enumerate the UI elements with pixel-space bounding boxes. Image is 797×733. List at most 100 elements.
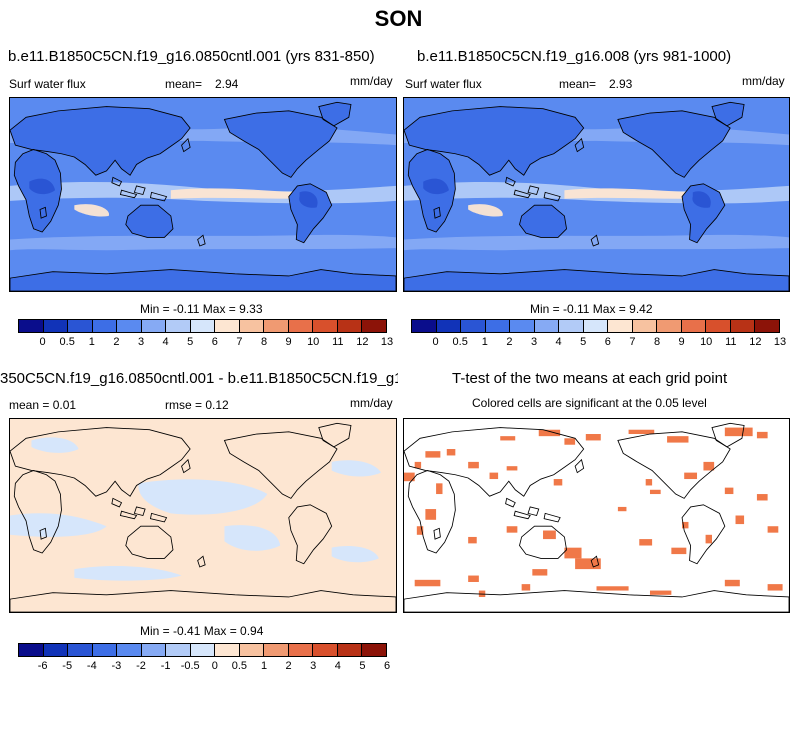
land-wet xyxy=(299,191,318,208)
panel-a-mean-label: mean= xyxy=(165,77,203,91)
significant-cell xyxy=(767,584,783,591)
diff-negative xyxy=(331,460,381,477)
significant-cell xyxy=(521,584,531,591)
colorbar-tick-label: 2 xyxy=(285,660,292,672)
land-field xyxy=(712,102,745,126)
coastline xyxy=(527,185,540,196)
coastline xyxy=(711,422,745,448)
coastline xyxy=(119,510,138,520)
coastline xyxy=(574,458,585,474)
land-wet xyxy=(692,191,711,208)
panel-c-units: mm/day xyxy=(350,396,393,410)
coastline xyxy=(288,183,333,244)
colorbar-swatch xyxy=(92,644,118,656)
coastline xyxy=(10,590,396,612)
panel-b-units: mm/day xyxy=(742,74,785,88)
significant-cell xyxy=(564,438,576,445)
panel-d-subtitle: Colored cells are significant at the 0.0… xyxy=(472,396,707,410)
colorbar-tick-label: 0.5 xyxy=(452,336,468,348)
panel-b-colorbar xyxy=(411,319,780,333)
coastline xyxy=(133,185,146,196)
colorbar-swatch xyxy=(68,320,93,332)
diff-negative xyxy=(138,479,268,515)
colorbar-tick-label: 5 xyxy=(580,336,587,348)
significant-cell xyxy=(645,479,653,486)
colorbar-swatch xyxy=(730,320,756,332)
coastline xyxy=(39,527,47,540)
colorbar-tick-label: 1 xyxy=(260,660,268,672)
significant-cell xyxy=(667,436,689,443)
panel-c-mean: mean = 0.01 xyxy=(9,398,77,412)
colorbar-tick-label: 11 xyxy=(332,336,344,348)
coastline xyxy=(223,431,338,499)
coastline xyxy=(10,106,191,176)
land-field xyxy=(318,102,351,126)
significant-cell xyxy=(724,427,753,437)
panel-b-colorbar-labels: 0 0.5 1 2 3 4 5 6 7 8 9 10 11 12 13 xyxy=(411,336,787,350)
colorbar-tick-label: -3 xyxy=(111,660,122,672)
colorbar-swatch xyxy=(166,320,191,332)
coastline xyxy=(13,149,62,233)
coastline xyxy=(574,137,585,153)
significant-cell xyxy=(671,547,687,555)
coastline xyxy=(505,176,516,187)
colorbar-tick-label: 10 xyxy=(307,336,320,348)
significant-cell xyxy=(756,494,768,501)
colorbar-tick-label: 1 xyxy=(481,336,488,348)
diff-negative xyxy=(74,566,182,581)
significant-cell xyxy=(489,472,499,480)
colorbar-tick-label: 0 xyxy=(39,336,46,348)
coastline xyxy=(519,204,568,238)
colorbar-swatch xyxy=(288,320,314,332)
colorbar-tick-label: 4 xyxy=(162,336,169,348)
colorbar-tick-label: 13 xyxy=(380,336,394,348)
coastline xyxy=(288,504,333,565)
colorbar-tick-label: -4 xyxy=(86,660,97,672)
panel-c-map xyxy=(9,418,397,613)
colorbar-swatch xyxy=(190,644,216,656)
map-background xyxy=(404,419,789,612)
significant-cell xyxy=(705,534,712,544)
colorbar-swatch xyxy=(190,320,216,332)
colorbar-tick-label: 6 xyxy=(604,336,611,348)
coastline xyxy=(590,555,600,568)
coastline xyxy=(197,234,206,247)
significant-cell xyxy=(538,429,561,437)
panel-a-mean-value: 2.94 xyxy=(215,77,239,91)
coastline xyxy=(404,590,789,612)
panel-c-colorbar xyxy=(18,643,387,657)
significant-cell xyxy=(404,472,415,482)
colorbar-tick-label: 11 xyxy=(725,336,737,348)
colorbar-tick-label: 7 xyxy=(236,336,243,348)
panel-a-title: b.e11.B1850C5CN.f19_g16.0850cntl.001 (yr… xyxy=(8,48,375,65)
significant-cell xyxy=(506,526,518,533)
significant-cell xyxy=(564,547,582,559)
colorbar-tick-label: 3 xyxy=(530,336,538,348)
panel-a-colorbar-labels: 0 0.5 1 2 3 4 5 6 7 8 9 10 11 12 13 xyxy=(18,336,394,350)
significant-cell xyxy=(446,449,456,456)
colorbar-swatch xyxy=(239,644,265,656)
coastline xyxy=(39,206,47,219)
coastline xyxy=(181,458,191,474)
colorbar-tick-label: 2 xyxy=(113,336,120,348)
coastline xyxy=(149,512,168,523)
land-wet xyxy=(29,178,56,195)
diff-negative xyxy=(31,437,79,453)
significant-cell xyxy=(735,515,745,525)
colorbar-swatch xyxy=(681,320,707,332)
significant-cell xyxy=(414,579,441,587)
colorbar-swatch xyxy=(412,320,437,332)
colorbar-tick-label: 5 xyxy=(187,336,194,348)
coastline xyxy=(519,525,568,559)
colorbar-tick-label: 12 xyxy=(749,336,762,348)
land-field xyxy=(10,106,191,176)
colorbar-swatch xyxy=(461,320,486,332)
colorbar-tick-label: 0.5 xyxy=(231,660,248,672)
colorbar-tick-label: 8 xyxy=(653,336,661,348)
coastline xyxy=(125,204,174,238)
colorbar-swatch xyxy=(510,320,535,332)
colorbar-swatch xyxy=(19,320,44,332)
coastline xyxy=(404,427,585,497)
coastline xyxy=(505,497,516,508)
significant-cell xyxy=(767,526,779,533)
